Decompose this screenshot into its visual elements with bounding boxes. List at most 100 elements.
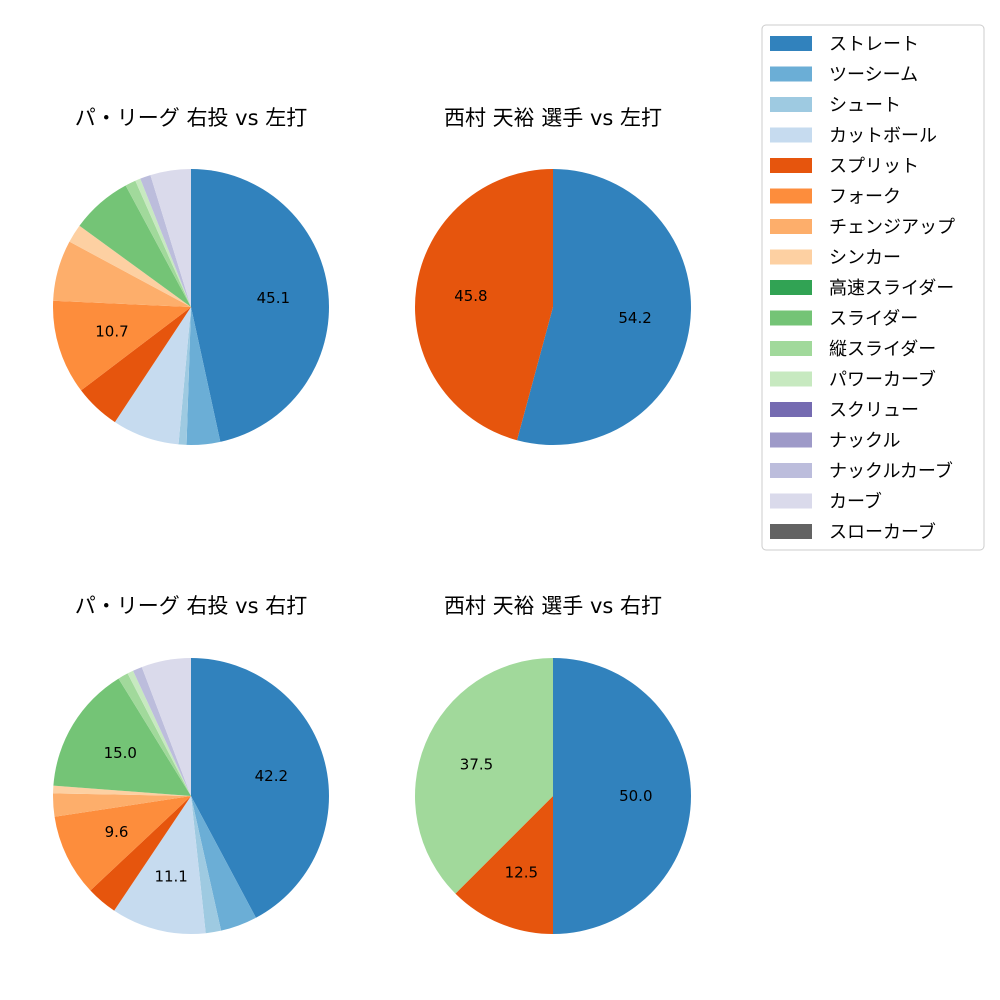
legend-swatch xyxy=(770,371,812,387)
pie-slice xyxy=(150,169,191,307)
pie-chart-2: 西村 天裕 選手 vs 左打 54.2 45.8 xyxy=(414,106,691,445)
legend-label: パワーカーブ xyxy=(829,369,936,391)
pie-slice xyxy=(140,175,191,307)
pie-slice xyxy=(191,169,330,442)
legend-item: ツーシーム xyxy=(770,65,918,86)
pie-title: 西村 天裕 選手 vs 左打 xyxy=(444,106,662,130)
pie-slice xyxy=(53,241,191,307)
legend-item: ストレート xyxy=(770,34,919,55)
slice-value-label: 10.7 xyxy=(95,323,128,341)
legend-swatch xyxy=(770,341,812,356)
legend-label: スローカーブ xyxy=(829,521,936,543)
legend-label: カットボール xyxy=(829,126,937,147)
legend-item: 縦スライダー xyxy=(770,339,936,360)
legend-item: カーブ xyxy=(770,491,882,513)
pie-slice xyxy=(191,658,329,918)
pie-slice xyxy=(191,796,256,931)
pie-slice xyxy=(53,793,192,817)
legend-swatch xyxy=(770,36,812,51)
legend: ストレートツーシームシュートカットボールスプリットフォークチェンジアップシンカー… xyxy=(761,24,985,551)
legend-swatch xyxy=(770,493,812,509)
pie-slice xyxy=(69,225,191,307)
legend-label: ストレート xyxy=(829,34,919,55)
legend-item: スプリット xyxy=(770,156,919,177)
pie-slice xyxy=(127,670,191,796)
legend-label: ナックル xyxy=(829,431,900,452)
legend-label: スクリュー xyxy=(829,400,919,421)
pie-slice xyxy=(114,307,191,445)
pie-title: パ・リーグ 右投 vs 左打 xyxy=(75,106,307,130)
pie-slice xyxy=(553,658,691,934)
pie-slice xyxy=(141,658,191,796)
pie-chart-1: パ・リーグ 右投 vs 左打 45.1 10.7 xyxy=(52,106,330,445)
pie-slice xyxy=(52,300,191,391)
legend-swatch xyxy=(770,402,812,417)
legend-item: 高速スライダー xyxy=(770,278,954,299)
legend-item: ナックルカーブ xyxy=(770,460,953,482)
legend-label: チェンジアップ xyxy=(829,217,955,238)
pie-slice xyxy=(186,307,221,445)
legend-item: チェンジアップ xyxy=(770,217,955,238)
legend-swatch xyxy=(770,310,812,326)
legend-item: フォーク xyxy=(770,187,901,208)
slice-value-label: 45.8 xyxy=(454,287,487,305)
pie-slice xyxy=(53,785,191,796)
legend-item: パワーカーブ xyxy=(770,369,936,391)
legend-frame xyxy=(761,24,985,551)
slice-value-label: 50.0 xyxy=(619,787,652,805)
legend-swatch xyxy=(770,280,812,295)
legend-item: カットボール xyxy=(770,126,937,147)
legend-swatch xyxy=(770,463,812,478)
legend-label: ナックルカーブ xyxy=(829,460,953,482)
slice-value-label: 45.1 xyxy=(257,289,290,307)
slice-value-label: 37.5 xyxy=(460,755,493,773)
pie-slice xyxy=(79,185,191,307)
pie-slice xyxy=(178,307,191,445)
legend-swatch xyxy=(770,432,812,448)
pie-slice xyxy=(53,678,191,796)
slice-value-label: 11.1 xyxy=(154,867,187,885)
pie-chart-4: 西村 天裕 選手 vs 右打 50.0 12.5 37.5 xyxy=(415,594,691,934)
legend-label: 高速スライダー xyxy=(829,278,954,299)
legend-item: シュート xyxy=(770,95,901,116)
pie-chart-3: パ・リーグ 右投 vs 右打 42.2 11.1 9.6 15.0 xyxy=(53,594,329,934)
pie-slice xyxy=(114,796,206,934)
legend-item: スローカーブ xyxy=(770,521,936,543)
pie-slice xyxy=(455,796,553,934)
pie-slice xyxy=(517,169,691,445)
pie-slice xyxy=(90,796,191,911)
pie-slice xyxy=(118,673,191,796)
legend-swatch xyxy=(770,188,812,204)
legend-label: シンカー xyxy=(829,248,901,269)
legend-label: 縦スライダー xyxy=(829,339,936,360)
pie-slice xyxy=(133,667,191,796)
pie-slice xyxy=(414,169,553,441)
legend-label: ツーシーム xyxy=(829,65,918,86)
legend-swatch xyxy=(770,249,812,265)
legend-swatch xyxy=(770,524,812,539)
legend-swatch xyxy=(770,219,812,234)
legend-label: スプリット xyxy=(829,156,919,177)
legend-label: カーブ xyxy=(829,491,882,513)
pie-slice xyxy=(125,180,191,307)
legend-swatch xyxy=(770,127,812,143)
slice-value-label: 54.2 xyxy=(618,309,651,327)
pie-title: 西村 天裕 選手 vs 右打 xyxy=(444,594,662,618)
legend-item: スライダー xyxy=(770,309,918,330)
slice-value-label: 42.2 xyxy=(255,767,288,785)
pie-title: パ・リーグ 右投 vs 右打 xyxy=(75,594,307,618)
legend-item: スクリュー xyxy=(770,400,919,421)
slice-value-label: 12.5 xyxy=(505,863,538,881)
pie-slice xyxy=(191,796,222,934)
legend-item: シンカー xyxy=(770,248,901,269)
legend-swatch xyxy=(770,66,812,82)
legend-label: スライダー xyxy=(829,309,918,330)
pie-slice xyxy=(81,307,191,423)
pie-slice xyxy=(54,796,192,891)
legend-label: シュート xyxy=(829,95,901,116)
legend-item: ナックル xyxy=(770,431,900,452)
legend-swatch xyxy=(770,158,812,173)
pie-slice xyxy=(135,178,191,307)
pie-slice xyxy=(415,658,553,894)
